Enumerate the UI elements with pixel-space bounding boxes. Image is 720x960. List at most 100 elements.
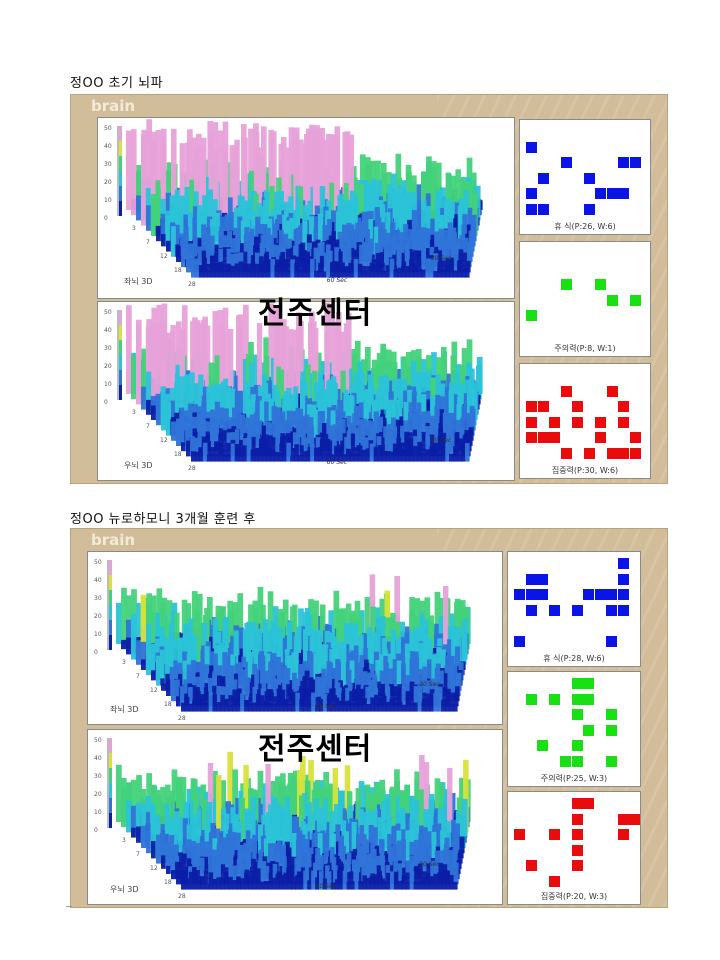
- spectrum-bar: [365, 347, 371, 394]
- spectrum-bar: [373, 226, 379, 257]
- spectrum-bar: [291, 881, 296, 890]
- spectrum-bar: [361, 449, 367, 462]
- spectrum-bar: [299, 255, 305, 273]
- spectrum-bar: [179, 328, 185, 410]
- spectrum-bar: [303, 256, 309, 273]
- spectrum-bar: [434, 213, 440, 247]
- spectrum-bar: [447, 222, 453, 252]
- spectrum-bar: [429, 695, 434, 712]
- spectrum-bar: [469, 405, 475, 436]
- spectrum-bar: [140, 360, 147, 405]
- spectrum-bar: [212, 799, 218, 838]
- spectrum-bar: [225, 666, 231, 691]
- spectrum-bar: [405, 250, 410, 273]
- spectrum-bar: [136, 642, 142, 665]
- spectrum-bar: [180, 686, 185, 707]
- spectrum-bar: [359, 244, 364, 268]
- spectrum-bar: [334, 804, 340, 843]
- grid-cell: [617, 813, 629, 825]
- spectrum-bar: [215, 605, 222, 650]
- spectrum-bar: [307, 650, 313, 681]
- spectrum-bar: [378, 654, 384, 686]
- spectrum-bar: [449, 692, 455, 707]
- spectrum-bar: [417, 250, 422, 268]
- spectrum-bar: [298, 139, 304, 221]
- spectrum-bar: [206, 441, 211, 457]
- spectrum-bar: [223, 144, 229, 226]
- spectrum-bar: [240, 414, 245, 441]
- spectrum-bar: [312, 328, 319, 405]
- spectrum-bar: [193, 383, 199, 415]
- spectrum-bar: [180, 423, 185, 446]
- freq-tick-label: 12: [150, 687, 158, 694]
- spectrum-bar: [210, 453, 216, 462]
- spectrum-bar: [298, 244, 304, 262]
- spectrum-bar: [230, 443, 236, 462]
- spectrum-bar: [192, 873, 198, 890]
- spectrum-bar: [198, 265, 204, 278]
- spectrum-bar: [183, 679, 188, 702]
- concentration-grid-panel: 집중력(P:20, W:3): [507, 791, 641, 905]
- spectrum-bar: [198, 374, 204, 415]
- spectrum-bar: [171, 226, 176, 257]
- spectrum-bar: [228, 610, 235, 655]
- spectrum-bar: [192, 236, 198, 262]
- spectrum-bar: [457, 260, 462, 278]
- spectrum-bar: [245, 830, 251, 854]
- spectrum-bar: [409, 689, 415, 707]
- spectrum-bar: [390, 698, 395, 712]
- freq-tick-label: 18: [174, 451, 182, 458]
- spectrum-bar: [368, 857, 374, 880]
- spectrum-bar: [434, 231, 440, 257]
- spectrum-bar: [408, 412, 413, 436]
- spectrum-bar: [302, 451, 307, 462]
- spectrum-bar: [242, 137, 248, 226]
- spectrum-bar: [210, 219, 215, 252]
- spectrum-bar: [389, 684, 394, 702]
- y-tick-label: 40: [94, 577, 102, 584]
- spectrum-bar: [303, 437, 309, 457]
- spectrum-bar: [274, 191, 280, 231]
- spectrum-bar: [340, 370, 346, 415]
- spectrum-bar: [365, 229, 370, 257]
- spectrum-bar: [323, 440, 329, 457]
- spectrum-bar: [315, 705, 320, 712]
- spectrum-bar: [292, 432, 298, 452]
- spectrum-bar: [319, 871, 324, 890]
- spectrum-bar: [330, 454, 335, 462]
- left-brain-3d-plot: 50 40 30 20 10 0 3 7 12 18 28 60 Sec 30 Sec 좌뇌 3D: [97, 117, 515, 299]
- spectrum-bar: [306, 261, 311, 278]
- spectrum-bar: [337, 262, 343, 278]
- spectrum-bar: [165, 192, 171, 221]
- spectrum-bar: [379, 234, 384, 262]
- spectrum-bar: [467, 207, 473, 236]
- spectrum-bar: [308, 322, 314, 405]
- spectrum-bar: [405, 872, 411, 885]
- color-scale-segment: [119, 201, 122, 216]
- spectrum-bar: [443, 673, 449, 691]
- spectrum-bar: [141, 137, 147, 226]
- color-scale-segment: [109, 783, 112, 798]
- spectrum-bar: [171, 680, 176, 702]
- spectrum-bar: [296, 626, 302, 665]
- spectrum-bar: [185, 142, 191, 221]
- spectrum-bar: [250, 689, 255, 696]
- spectrum-bar: [425, 371, 432, 405]
- spectrum-bar: [322, 693, 328, 712]
- spectrum-bar: [354, 698, 359, 712]
- spectrum-bar: [459, 836, 465, 854]
- spectrum-bar: [373, 411, 379, 441]
- spectrum-bar: [458, 601, 464, 655]
- spectrum-bar: [192, 416, 198, 436]
- spectrum-bar: [212, 694, 217, 712]
- spectrum-bar: [271, 669, 276, 696]
- spectrum-bar: [384, 794, 391, 833]
- spectrum-bar: [222, 247, 228, 262]
- spectrum-bar: [360, 265, 366, 273]
- spectrum-bar: [430, 187, 436, 231]
- spectrum-bar: [329, 182, 335, 226]
- spectrum-bar: [360, 689, 365, 702]
- freq-tick-label: 12: [160, 253, 168, 260]
- color-scale-segment: [109, 635, 112, 650]
- grid-cell: [571, 829, 583, 841]
